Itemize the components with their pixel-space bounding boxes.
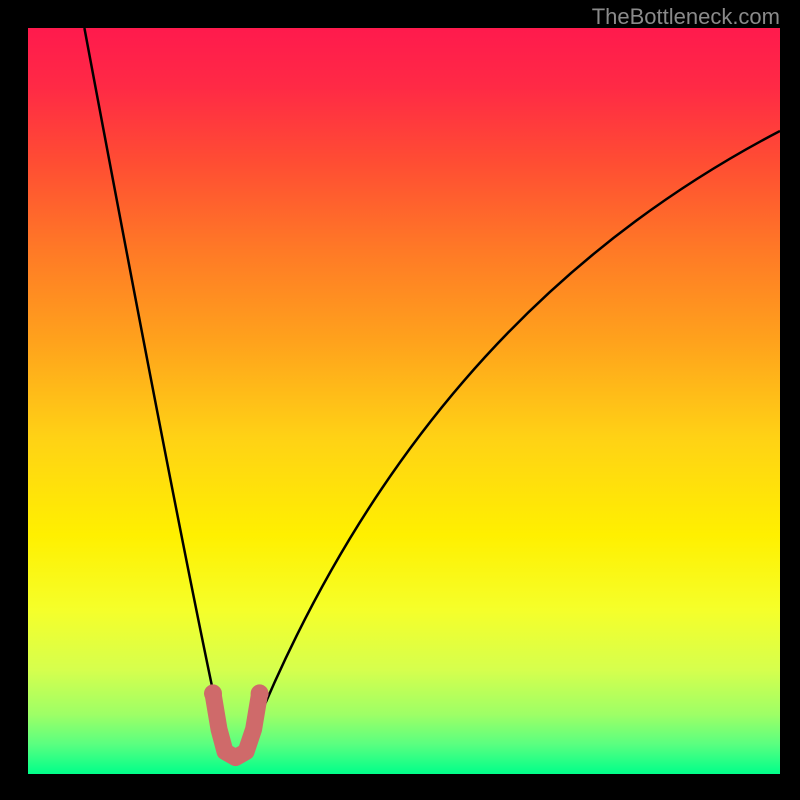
valley-marker <box>213 693 260 757</box>
curve-left-branch <box>84 28 223 740</box>
curve-layer <box>28 28 780 774</box>
valley-marker-end-dot <box>251 684 269 702</box>
watermark-text: TheBottleneck.com <box>592 4 780 30</box>
valley-marker-start-dot <box>204 684 222 702</box>
plot-area <box>28 28 780 774</box>
curve-right-branch <box>250 131 780 740</box>
